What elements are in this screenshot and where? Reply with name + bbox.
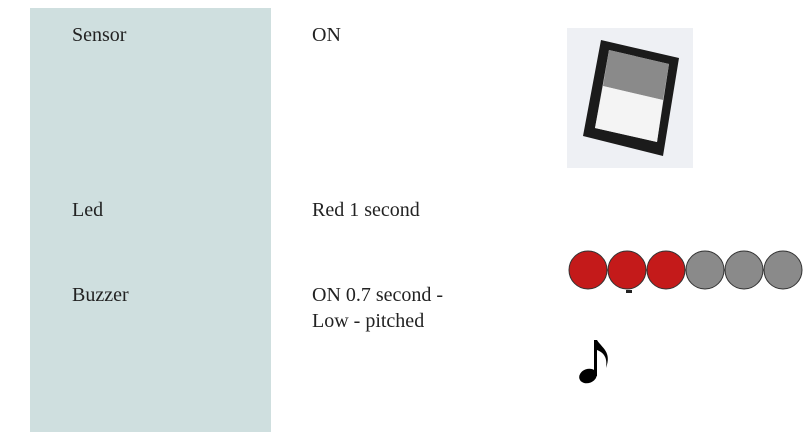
row-label: Led: [72, 199, 104, 221]
note-icon: [579, 340, 608, 384]
label-column: [30, 8, 271, 432]
row-label: Sensor: [72, 24, 127, 46]
row-value: ON 0.7 second -: [312, 284, 444, 306]
sensor-image: [567, 28, 693, 168]
row-label: Buzzer: [72, 284, 129, 306]
row-value: Red 1 second: [312, 199, 420, 221]
led-image: [568, 250, 803, 293]
row-value: Low - pitched: [312, 310, 425, 332]
row-value: ON: [312, 24, 341, 46]
